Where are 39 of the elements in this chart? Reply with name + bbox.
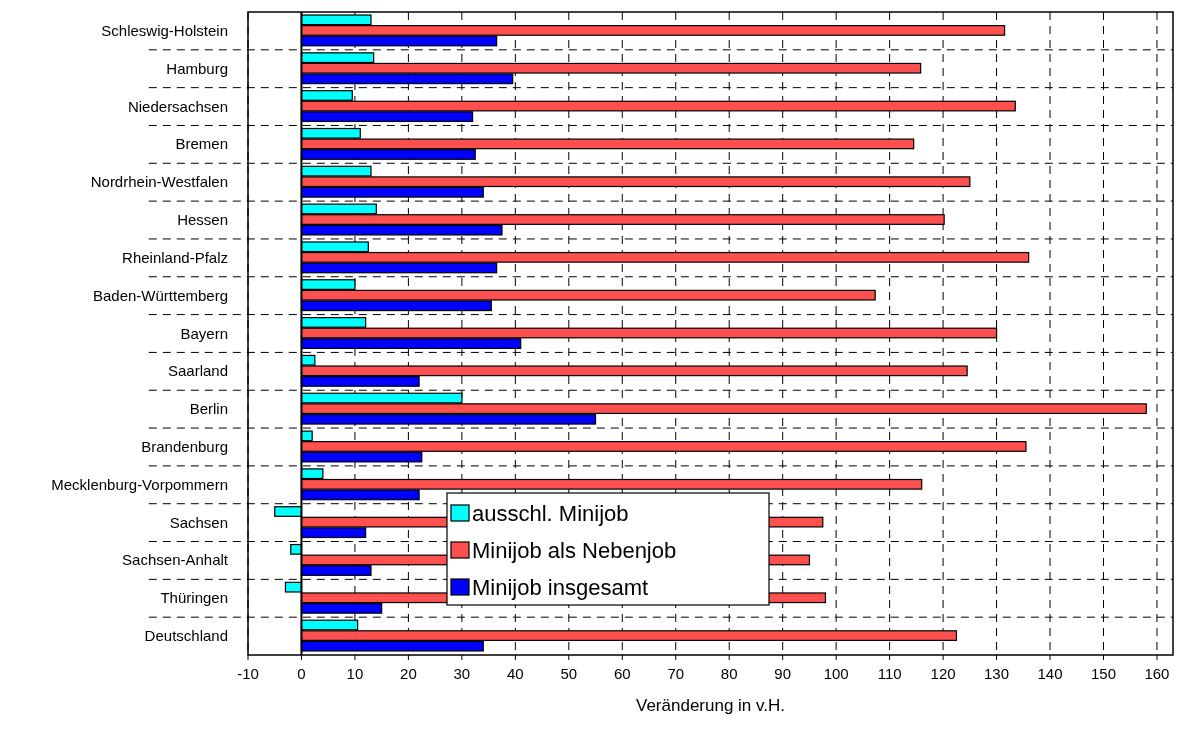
x-tick-label: 70 [667, 665, 685, 682]
x-tick-label: 130 [984, 665, 1010, 682]
y-tick-label: Hamburg [166, 59, 228, 77]
x-tick-label: 50 [560, 665, 578, 682]
y-tick-label: Hessen [177, 211, 228, 229]
y-tick-label: Niedersachsen [127, 97, 228, 115]
x-tick-label: 120 [930, 665, 956, 682]
y-tick-label: Bremen [175, 135, 228, 153]
y-tick-label: Mecklenburg-Vorpommern [51, 475, 228, 493]
legend-label: ausschl. Minijob [472, 501, 629, 526]
y-tick-label: Deutschland [144, 627, 228, 645]
y-tick-label: Bayern [180, 324, 228, 342]
x-tick-label: 140 [1037, 665, 1063, 682]
y-tick-label: Schleswig-Holstein [101, 21, 228, 39]
x-tick-label: 30 [453, 665, 471, 682]
x-tick-label: 60 [613, 665, 631, 682]
y-tick-label: Nordrhein-Westfalen [90, 173, 228, 191]
y-tick-label: Brandenburg [141, 437, 228, 455]
y-tick-label: Baden-Württemberg [92, 286, 228, 304]
x-tick-label: 0 [297, 665, 306, 682]
x-tick-label: 20 [400, 665, 417, 682]
x-tick-label: 40 [507, 665, 524, 682]
x-tick-label: 100 [823, 665, 849, 682]
x-tick-label: 110 [877, 665, 902, 682]
y-tick-label: Saarland [167, 362, 228, 380]
x-tick-label: 10 [346, 665, 364, 682]
x-tick-label: -10 [237, 665, 259, 682]
x-tick-label: 90 [774, 665, 792, 682]
y-tick-label: Rheinland-Pfalz [122, 248, 228, 266]
x-tick-label: 150 [1090, 665, 1117, 682]
y-tick-label: Sachsen-Anhalt [122, 551, 229, 569]
y-tick-label: Sachsen [169, 513, 228, 531]
y-tick-label: Berlin [189, 400, 228, 418]
x-tick-label: 160 [1144, 665, 1170, 682]
legend-label: Minijob insgesamt [472, 575, 649, 600]
x-axis-title: Veränderung in v.H. [636, 696, 785, 715]
legend-label: Minijob als Nebenjob [472, 538, 677, 563]
x-tick-label: 80 [720, 665, 738, 682]
y-tick-label: Thüringen [160, 589, 228, 607]
